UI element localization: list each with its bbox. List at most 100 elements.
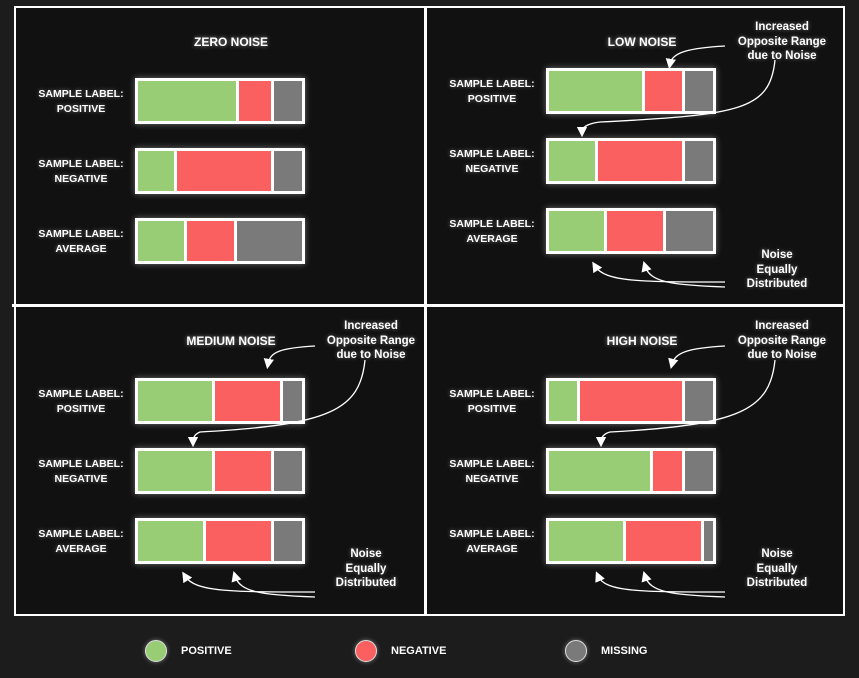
stacked-bar-medium-noise-1 [135, 448, 305, 494]
segment-positive [138, 81, 236, 121]
row-label: SAMPLE LABEL: NEGATIVE [437, 147, 547, 177]
row-label-line: SAMPLE LABEL: [38, 388, 124, 400]
segment-missing [665, 211, 713, 251]
annotation-line: due to Noise [747, 50, 817, 62]
annotation-line: due to Noise [747, 349, 817, 361]
row-label: SAMPLE LABEL: AVERAGE [26, 527, 136, 557]
annotation-noise-distributed: Noise Equally Distributed [727, 547, 827, 591]
segment-positive [549, 381, 578, 421]
segment-negative [645, 71, 682, 111]
row-label-line: NEGATIVE [54, 473, 108, 485]
stacked-bar-low-noise-1 [546, 138, 716, 184]
vertical-divider [424, 6, 427, 616]
segment-missing [273, 521, 302, 561]
row-label-line: SAMPLE LABEL: [449, 528, 535, 540]
stacked-bar-high-noise-2 [546, 518, 716, 564]
row-label-line: SAMPLE LABEL: [38, 158, 124, 170]
row-label: SAMPLE LABEL: AVERAGE [437, 527, 547, 557]
segment-positive [138, 381, 213, 421]
row-label-line: AVERAGE [55, 243, 107, 255]
row-label-line: SAMPLE LABEL: [449, 148, 535, 160]
annotation-line: Increased [755, 21, 809, 33]
row-label-line: SAMPLE LABEL: [449, 218, 535, 230]
stacked-bar-low-noise-2 [546, 208, 716, 254]
legend-missing-swatch [565, 640, 587, 662]
legend-item-negative: NEGATIVE [355, 640, 446, 662]
segment-negative [597, 141, 682, 181]
panel-title: ZERO NOISE [193, 35, 268, 49]
row-label: SAMPLE LABEL: NEGATIVE [26, 157, 136, 187]
annotation-line: Distributed [746, 577, 808, 589]
row-label-line: POSITIVE [467, 93, 517, 105]
segment-negative [238, 81, 271, 121]
segment-negative [607, 211, 663, 251]
panel-title: HIGH NOISE [606, 334, 678, 348]
row-label: SAMPLE LABEL: POSITIVE [26, 387, 136, 417]
legend-negative-swatch [355, 640, 377, 662]
annotation-opposite-range: Increased Opposite Range due to Noise [717, 20, 847, 64]
annotation-line: Equally [756, 562, 798, 575]
row-label-line: SAMPLE LABEL: [38, 228, 124, 240]
segment-missing [283, 381, 302, 421]
stacked-bar-high-noise-0 [546, 378, 716, 424]
annotation-line: Distributed [335, 577, 397, 589]
row-label-line: AVERAGE [466, 543, 518, 555]
segment-negative [177, 151, 271, 191]
annotation-opposite-range: Increased Opposite Range due to Noise [306, 319, 436, 363]
annotation-line: Noise [350, 548, 382, 560]
row-label: SAMPLE LABEL: POSITIVE [437, 387, 547, 417]
legend-item-positive: POSITIVE [145, 640, 232, 662]
row-label-line: SAMPLE LABEL: [449, 78, 535, 90]
annotation-line: Increased [755, 320, 809, 332]
row-label: SAMPLE LABEL: POSITIVE [437, 77, 547, 107]
segment-positive [138, 151, 175, 191]
row-label-line: AVERAGE [55, 543, 107, 555]
stacked-bar-zero-noise-1 [135, 148, 305, 194]
annotation-line: Distributed [746, 278, 808, 290]
segment-positive [549, 211, 605, 251]
row-label: SAMPLE LABEL: AVERAGE [26, 227, 136, 257]
segment-positive [549, 141, 595, 181]
segment-negative [580, 381, 682, 421]
horizontal-divider [12, 304, 845, 307]
row-label-line: SAMPLE LABEL: [38, 88, 124, 100]
segment-negative [215, 381, 281, 421]
row-label-line: POSITIVE [56, 103, 106, 115]
segment-positive [549, 521, 624, 561]
row-label-line: SAMPLE LABEL: [449, 388, 535, 400]
legend-positive-swatch [145, 640, 167, 662]
annotation-line: Opposite Range [737, 334, 827, 347]
legend-label: NEGATIVE [391, 645, 447, 657]
segment-missing [684, 71, 713, 111]
segment-missing [684, 451, 713, 491]
panel-title: LOW NOISE [607, 35, 677, 49]
stacked-bar-medium-noise-0 [135, 378, 305, 424]
stacked-bar-high-noise-1 [546, 448, 716, 494]
legend-item-missing: MISSING [565, 640, 647, 662]
segment-missing [684, 141, 713, 181]
segment-positive [549, 71, 643, 111]
annotation-line: Noise [761, 548, 793, 560]
segment-missing [273, 151, 302, 191]
segment-negative [653, 451, 682, 491]
row-label-line: SAMPLE LABEL: [38, 528, 124, 540]
legend-label: POSITIVE [181, 645, 232, 657]
annotation-opposite-range: Increased Opposite Range due to Noise [717, 319, 847, 363]
row-label-line: POSITIVE [56, 403, 106, 415]
row-label: SAMPLE LABEL: NEGATIVE [26, 457, 136, 487]
segment-missing [703, 521, 714, 561]
row-label: SAMPLE LABEL: POSITIVE [26, 87, 136, 117]
legend-label: MISSING [601, 645, 648, 657]
annotation-line: Opposite Range [326, 334, 416, 347]
stacked-bar-zero-noise-2 [135, 218, 305, 264]
annotation-line: Equally [345, 562, 387, 575]
annotation-line: Increased [344, 320, 398, 332]
annotation-line: due to Noise [336, 349, 406, 361]
stacked-bar-low-noise-0 [546, 68, 716, 114]
segment-positive [549, 451, 651, 491]
stacked-bar-zero-noise-0 [135, 78, 305, 124]
segment-missing [684, 381, 713, 421]
stacked-bar-medium-noise-2 [135, 518, 305, 564]
segment-missing [273, 451, 302, 491]
row-label-line: NEGATIVE [465, 163, 519, 175]
